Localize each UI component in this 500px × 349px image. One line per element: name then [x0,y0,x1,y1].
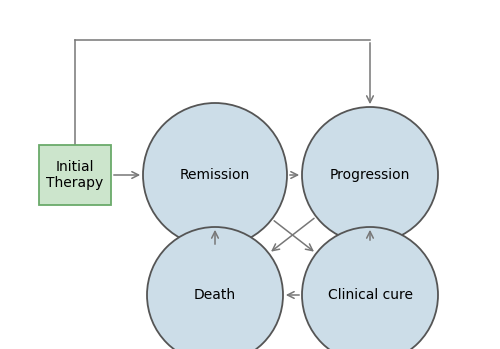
Text: Death: Death [194,288,236,302]
Bar [39,145,111,205]
Circle shape [147,227,283,349]
Text: Progression: Progression [330,168,410,182]
Circle shape [302,227,438,349]
Circle shape [302,107,438,243]
Circle shape [143,103,287,247]
Text: Clinical cure: Clinical cure [328,288,412,302]
Text: Remission: Remission [180,168,250,182]
Text: Initial
Therapy: Initial Therapy [46,160,104,190]
